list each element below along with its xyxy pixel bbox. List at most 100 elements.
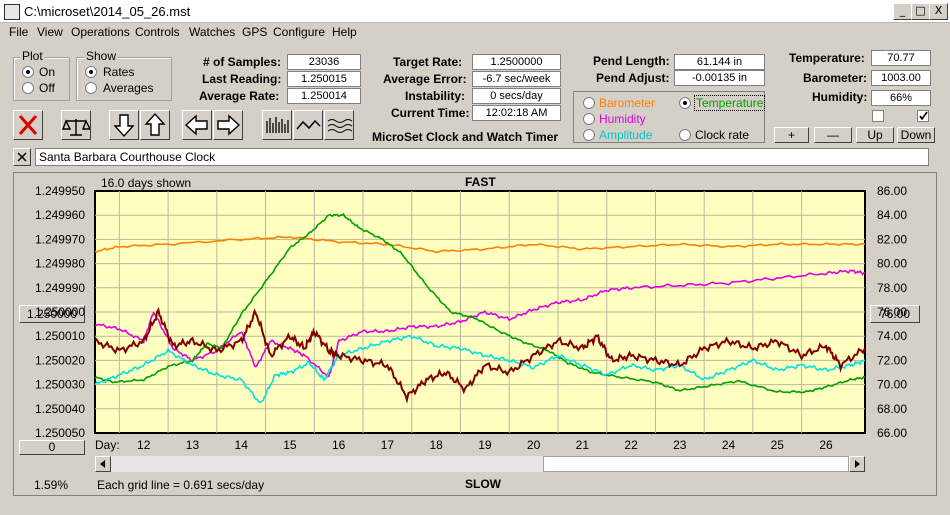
right-tick-label: 66.00 (877, 426, 907, 440)
checkbox-2[interactable] (917, 110, 929, 122)
instability-field: 0 secs/day (472, 88, 561, 104)
series-line-humidity (94, 269, 866, 378)
menu-watches[interactable]: Watches (189, 25, 236, 39)
checkbox-1[interactable] (872, 110, 884, 122)
humidity-label: Humidity: (812, 90, 868, 104)
down-arrow-button[interactable] (109, 110, 139, 140)
up-arrow-button[interactable] (140, 110, 170, 140)
x-tick-label: 16 (332, 438, 346, 452)
maximize-button[interactable]: □ (911, 3, 930, 20)
show-rates-label: Rates (103, 65, 135, 79)
barometer-label: Barometer: (803, 71, 868, 85)
right-arrow-button[interactable] (213, 110, 243, 140)
menu-bar: File View Operations Controls Watches GP… (0, 22, 950, 42)
delete-button[interactable] (13, 110, 43, 140)
close-clock-button[interactable] (13, 148, 31, 166)
triangle-right-icon (855, 460, 860, 468)
last-reading-field: 1.250015 (287, 71, 361, 87)
x-tick-label: 14 (235, 438, 249, 452)
left-tick-label: 1.250040 (35, 402, 85, 416)
scale-minus-button[interactable]: — (814, 127, 852, 143)
menu-configure[interactable]: Configure (273, 25, 326, 39)
app-icon[interactable] (4, 4, 20, 20)
scale-balance-icon (61, 119, 92, 136)
line-graph-icon (296, 119, 321, 130)
chart-series (94, 212, 866, 404)
arrow-down-icon (113, 114, 135, 138)
left-tick-label: 1.249960 (35, 208, 85, 222)
barometer-field: 1003.00 (871, 70, 931, 86)
right-tick-label: 80.00 (877, 257, 907, 271)
x-tick-label: 25 (771, 438, 785, 452)
scroll-left-button[interactable] (95, 456, 111, 472)
x-tick-label: 21 (576, 438, 590, 452)
scale-up-button[interactable]: Up (856, 127, 894, 143)
day-axis-label: Day: (95, 438, 120, 452)
pend-length-field[interactable]: 61.144 in (674, 54, 765, 70)
balance-button[interactable] (61, 110, 92, 140)
series-line-temperature (94, 212, 866, 394)
left-tick-label: 1.249990 (35, 281, 85, 295)
right-tick-label: 84.00 (877, 208, 907, 222)
menu-gps[interactable]: GPS (242, 25, 268, 39)
center-scale-box[interactable]: 76.00 (870, 305, 920, 323)
x-tick-label: 20 (527, 438, 541, 452)
right-tick-label: 86.00 (877, 184, 907, 198)
wave-graph-button[interactable] (324, 110, 354, 140)
clock-name-text: Santa Barbara Courthouse Clock (39, 150, 216, 164)
center-rate-box[interactable]: 1.250000 (19, 305, 85, 323)
menu-file[interactable]: File (9, 25, 29, 39)
right-tick-label: 78.00 (877, 281, 907, 295)
show-rates-radio[interactable] (85, 66, 97, 78)
left-tick-label: 1.249950 (35, 184, 85, 198)
x-tick-label: 17 (381, 438, 395, 452)
percent-label: 1.59% (34, 478, 69, 492)
menu-help[interactable]: Help (332, 25, 357, 39)
clock-name-input[interactable]: Santa Barbara Courthouse Clock (35, 148, 929, 166)
days-shown-label: 16.0 days shown (101, 176, 192, 190)
bar-graph-button[interactable] (262, 110, 292, 140)
average-error-field: -6.7 sec/week (472, 71, 561, 87)
close-button[interactable]: X (929, 3, 948, 20)
triangle-left-icon (100, 460, 105, 468)
right-tick-label: 68.00 (877, 402, 907, 416)
show-averages-radio[interactable] (85, 82, 97, 94)
bar-graph-icon (266, 117, 289, 133)
pend-adjust-field: -0.00135 in (674, 70, 765, 86)
menu-operations[interactable]: Operations (71, 25, 130, 39)
axis-ticks: 1.249950 86.00 1.249960 84.00 1.249970 82.00 1… (35, 184, 907, 452)
menu-controls[interactable]: Controls (135, 25, 180, 39)
temperature-radio[interactable] (679, 97, 691, 109)
arrow-up-icon (144, 112, 166, 136)
arrow-right-icon (217, 114, 241, 136)
pend-length-label: Pend Length: (593, 54, 670, 68)
x-tick-label: 15 (283, 438, 297, 452)
zero-box[interactable]: 0 (19, 440, 85, 455)
line-graph-button[interactable] (293, 110, 323, 140)
horizontal-scrollbar[interactable] (95, 456, 865, 472)
amplitude-radio[interactable] (583, 129, 595, 141)
plot-on-radio[interactable] (22, 66, 34, 78)
current-time-field: 12:02:18 AM (472, 105, 561, 121)
average-rate-label: Average Rate: (199, 89, 280, 103)
show-group (76, 57, 172, 101)
plot-off-radio[interactable] (22, 82, 34, 94)
series-line-rate (94, 307, 866, 404)
scale-down-button[interactable]: Down (897, 127, 935, 143)
right-tick-label: 74.00 (877, 329, 907, 343)
scroll-right-button[interactable] (849, 456, 865, 472)
clock-rate-radio[interactable] (679, 129, 691, 141)
samples-field: 23036 (287, 54, 361, 70)
scale-plus-button[interactable]: + (774, 127, 809, 143)
left-arrow-button[interactable] (182, 110, 212, 140)
scroll-thumb[interactable] (543, 456, 849, 472)
menu-view[interactable]: View (37, 25, 63, 39)
humidity-field: 66% (871, 90, 931, 106)
humidity-radio[interactable] (583, 113, 595, 125)
target-rate-field[interactable]: 1.2500000 (472, 54, 561, 70)
x-tick-label: 12 (137, 438, 151, 452)
show-averages-label: Averages (103, 81, 154, 95)
grid-note: Each grid line = 0.691 secs/day (97, 478, 265, 492)
plot-off-label: Off (39, 81, 55, 95)
barometer-radio[interactable] (583, 97, 595, 109)
